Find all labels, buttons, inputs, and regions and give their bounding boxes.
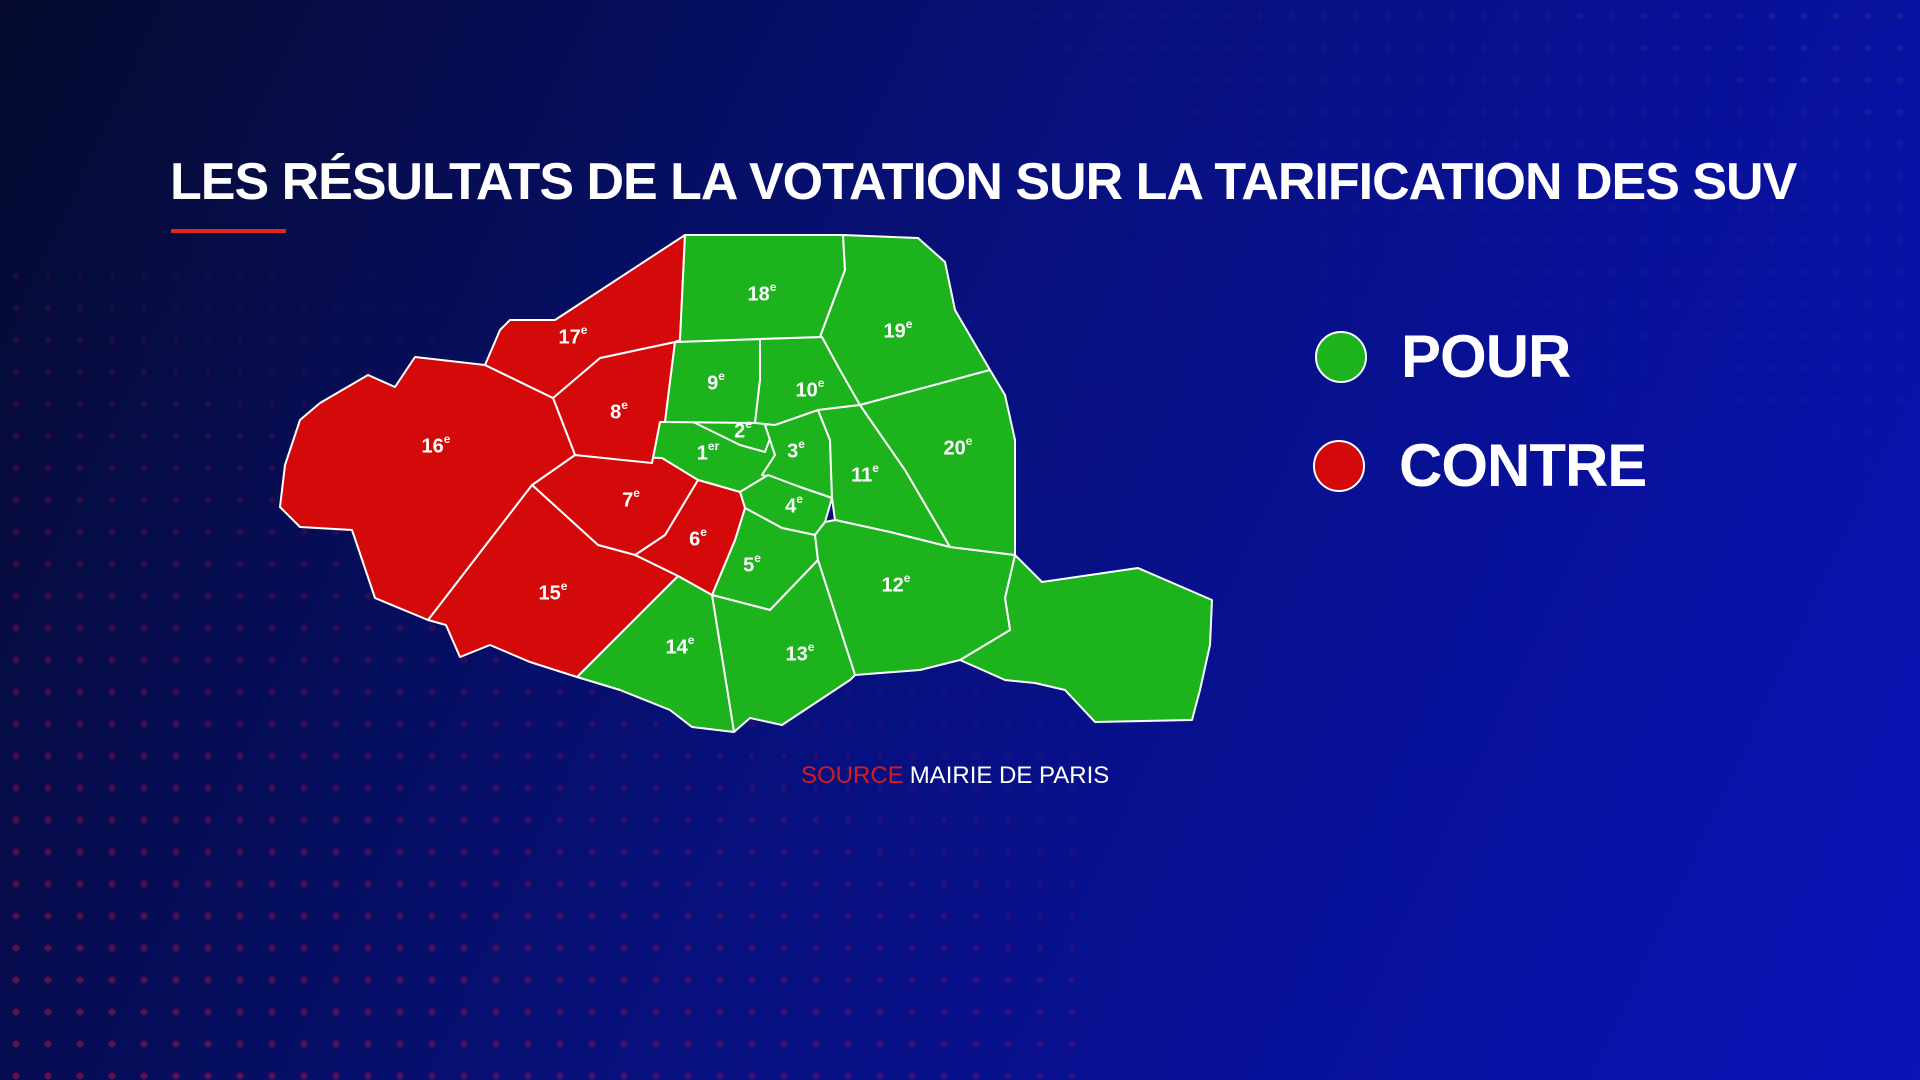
source-value: MAIRIE DE PARIS	[909, 762, 1110, 789]
source-label: SOURCE	[801, 762, 904, 789]
district-20	[859, 369, 1016, 556]
title-underline	[171, 229, 286, 233]
legend-item-pour: POUR	[1315, 322, 1571, 391]
source-caption: SOURCE MAIRIE DE PARIS	[801, 762, 1109, 790]
district-16	[279, 356, 576, 621]
legend-dot-contre	[1313, 439, 1365, 492]
district-15	[427, 484, 679, 678]
page-title: LES RÉSULTATS DE LA VOTATION SUR LA TARI…	[170, 153, 1797, 211]
legend-label-contre: CONTRE	[1399, 432, 1647, 499]
district-13	[711, 559, 856, 733]
background-dot-pattern-top	[1020, 0, 1920, 560]
legend-label-pour: POUR	[1401, 323, 1571, 390]
district-14	[576, 575, 735, 733]
legend-dot-pour	[1315, 330, 1367, 383]
legend-item-contre: CONTRE	[1313, 431, 1647, 500]
